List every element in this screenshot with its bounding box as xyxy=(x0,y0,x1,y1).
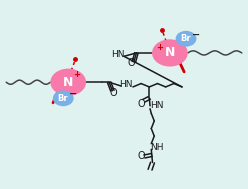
Text: −: − xyxy=(192,30,200,40)
Text: N: N xyxy=(63,76,73,89)
Text: O: O xyxy=(137,99,145,108)
Text: HN: HN xyxy=(111,50,124,59)
Text: N: N xyxy=(165,46,175,59)
Text: Br: Br xyxy=(58,94,68,103)
Text: −: − xyxy=(69,89,77,99)
Text: HN: HN xyxy=(119,80,132,89)
Text: O: O xyxy=(138,152,145,161)
Circle shape xyxy=(152,39,188,67)
Text: O: O xyxy=(110,88,117,98)
Circle shape xyxy=(176,31,196,47)
Circle shape xyxy=(50,69,86,96)
Text: O: O xyxy=(128,58,135,68)
Text: +: + xyxy=(156,43,163,52)
Text: +: + xyxy=(73,70,80,79)
Text: Br: Br xyxy=(181,34,191,43)
Circle shape xyxy=(53,90,74,106)
Text: HN: HN xyxy=(150,101,164,110)
Text: NH: NH xyxy=(151,143,164,152)
